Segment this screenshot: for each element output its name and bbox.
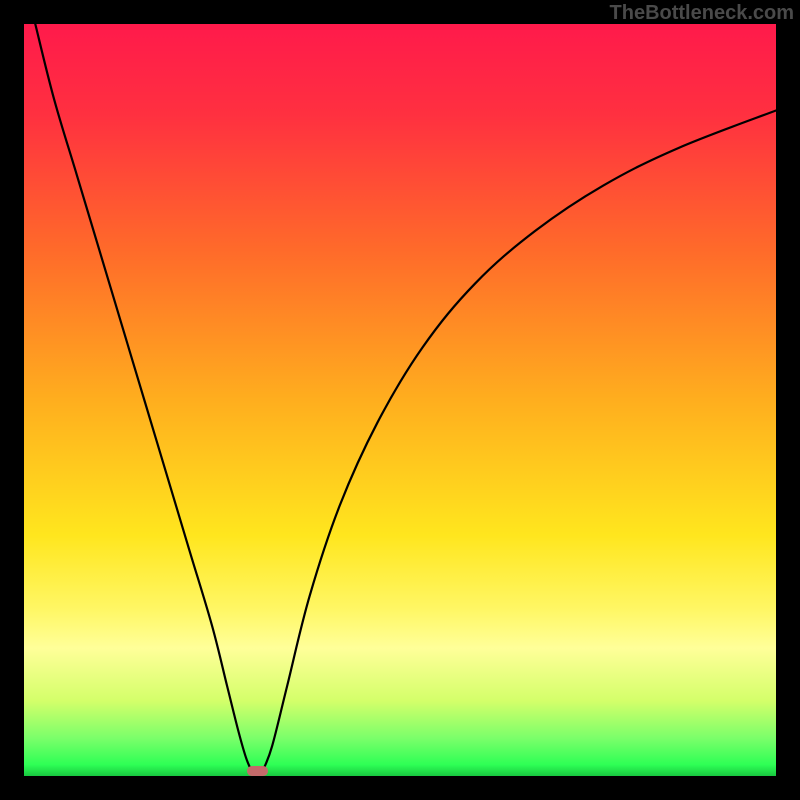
curve-right-branch [263, 110, 776, 770]
watermark-text: TheBottleneck.com [610, 2, 794, 25]
curve-svg [24, 24, 776, 776]
chart-frame: TheBottleneck.com [0, 0, 800, 800]
plot-area [24, 24, 776, 776]
curve-left-branch [35, 24, 251, 770]
minimum-marker [247, 766, 268, 776]
